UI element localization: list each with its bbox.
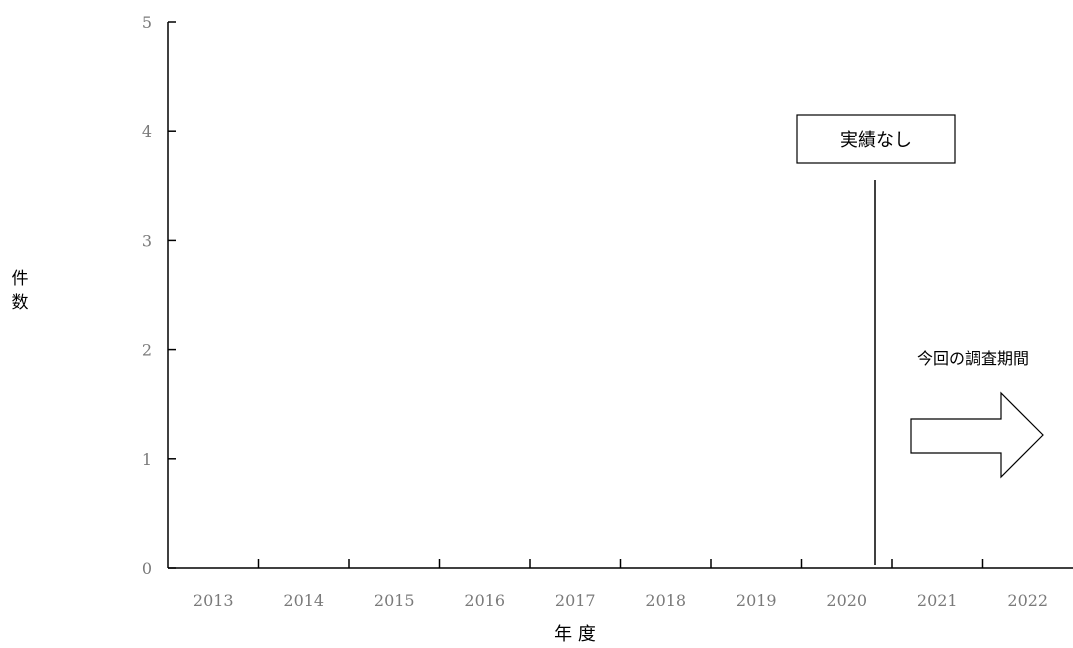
x-tick-label: 2015	[374, 591, 415, 610]
x-tick-label: 2021	[917, 591, 958, 610]
x-axis-label: 年 度	[554, 624, 596, 645]
y-axis-label: 件数	[12, 269, 29, 313]
no-results-annotation: 実績なし	[796, 114, 956, 164]
y-tick-label: 0	[142, 559, 152, 578]
x-tick-label: 2017	[555, 591, 596, 610]
no-results-box	[796, 114, 956, 164]
y-tick-label: 4	[142, 122, 152, 141]
x-tick-label: 2013	[193, 591, 234, 610]
x-tick-label: 2019	[736, 591, 777, 610]
y-tick-label: 1	[142, 450, 152, 469]
x-tick-label: 2016	[464, 591, 505, 610]
y-ticks: 0 1 2 3 4 5	[142, 13, 176, 578]
y-tick-label: 5	[142, 13, 152, 32]
survey-period-arrow-icon	[910, 391, 1044, 479]
y-tick-label: 2	[142, 341, 152, 360]
x-tick-label: 2020	[826, 591, 867, 610]
x-tick-label: 2018	[645, 591, 686, 610]
y-tick-label: 3	[142, 231, 152, 250]
x-ticks: 2013 2014 2015 2016 2017 2018 2019 2020 2021 2022	[193, 559, 1048, 610]
no-results-label: 実績なし	[840, 130, 912, 151]
x-tick-label: 2022	[1007, 591, 1048, 610]
survey-period-label: 今回の調査期間	[917, 349, 1029, 368]
x-tick-label: 2014	[283, 591, 324, 610]
